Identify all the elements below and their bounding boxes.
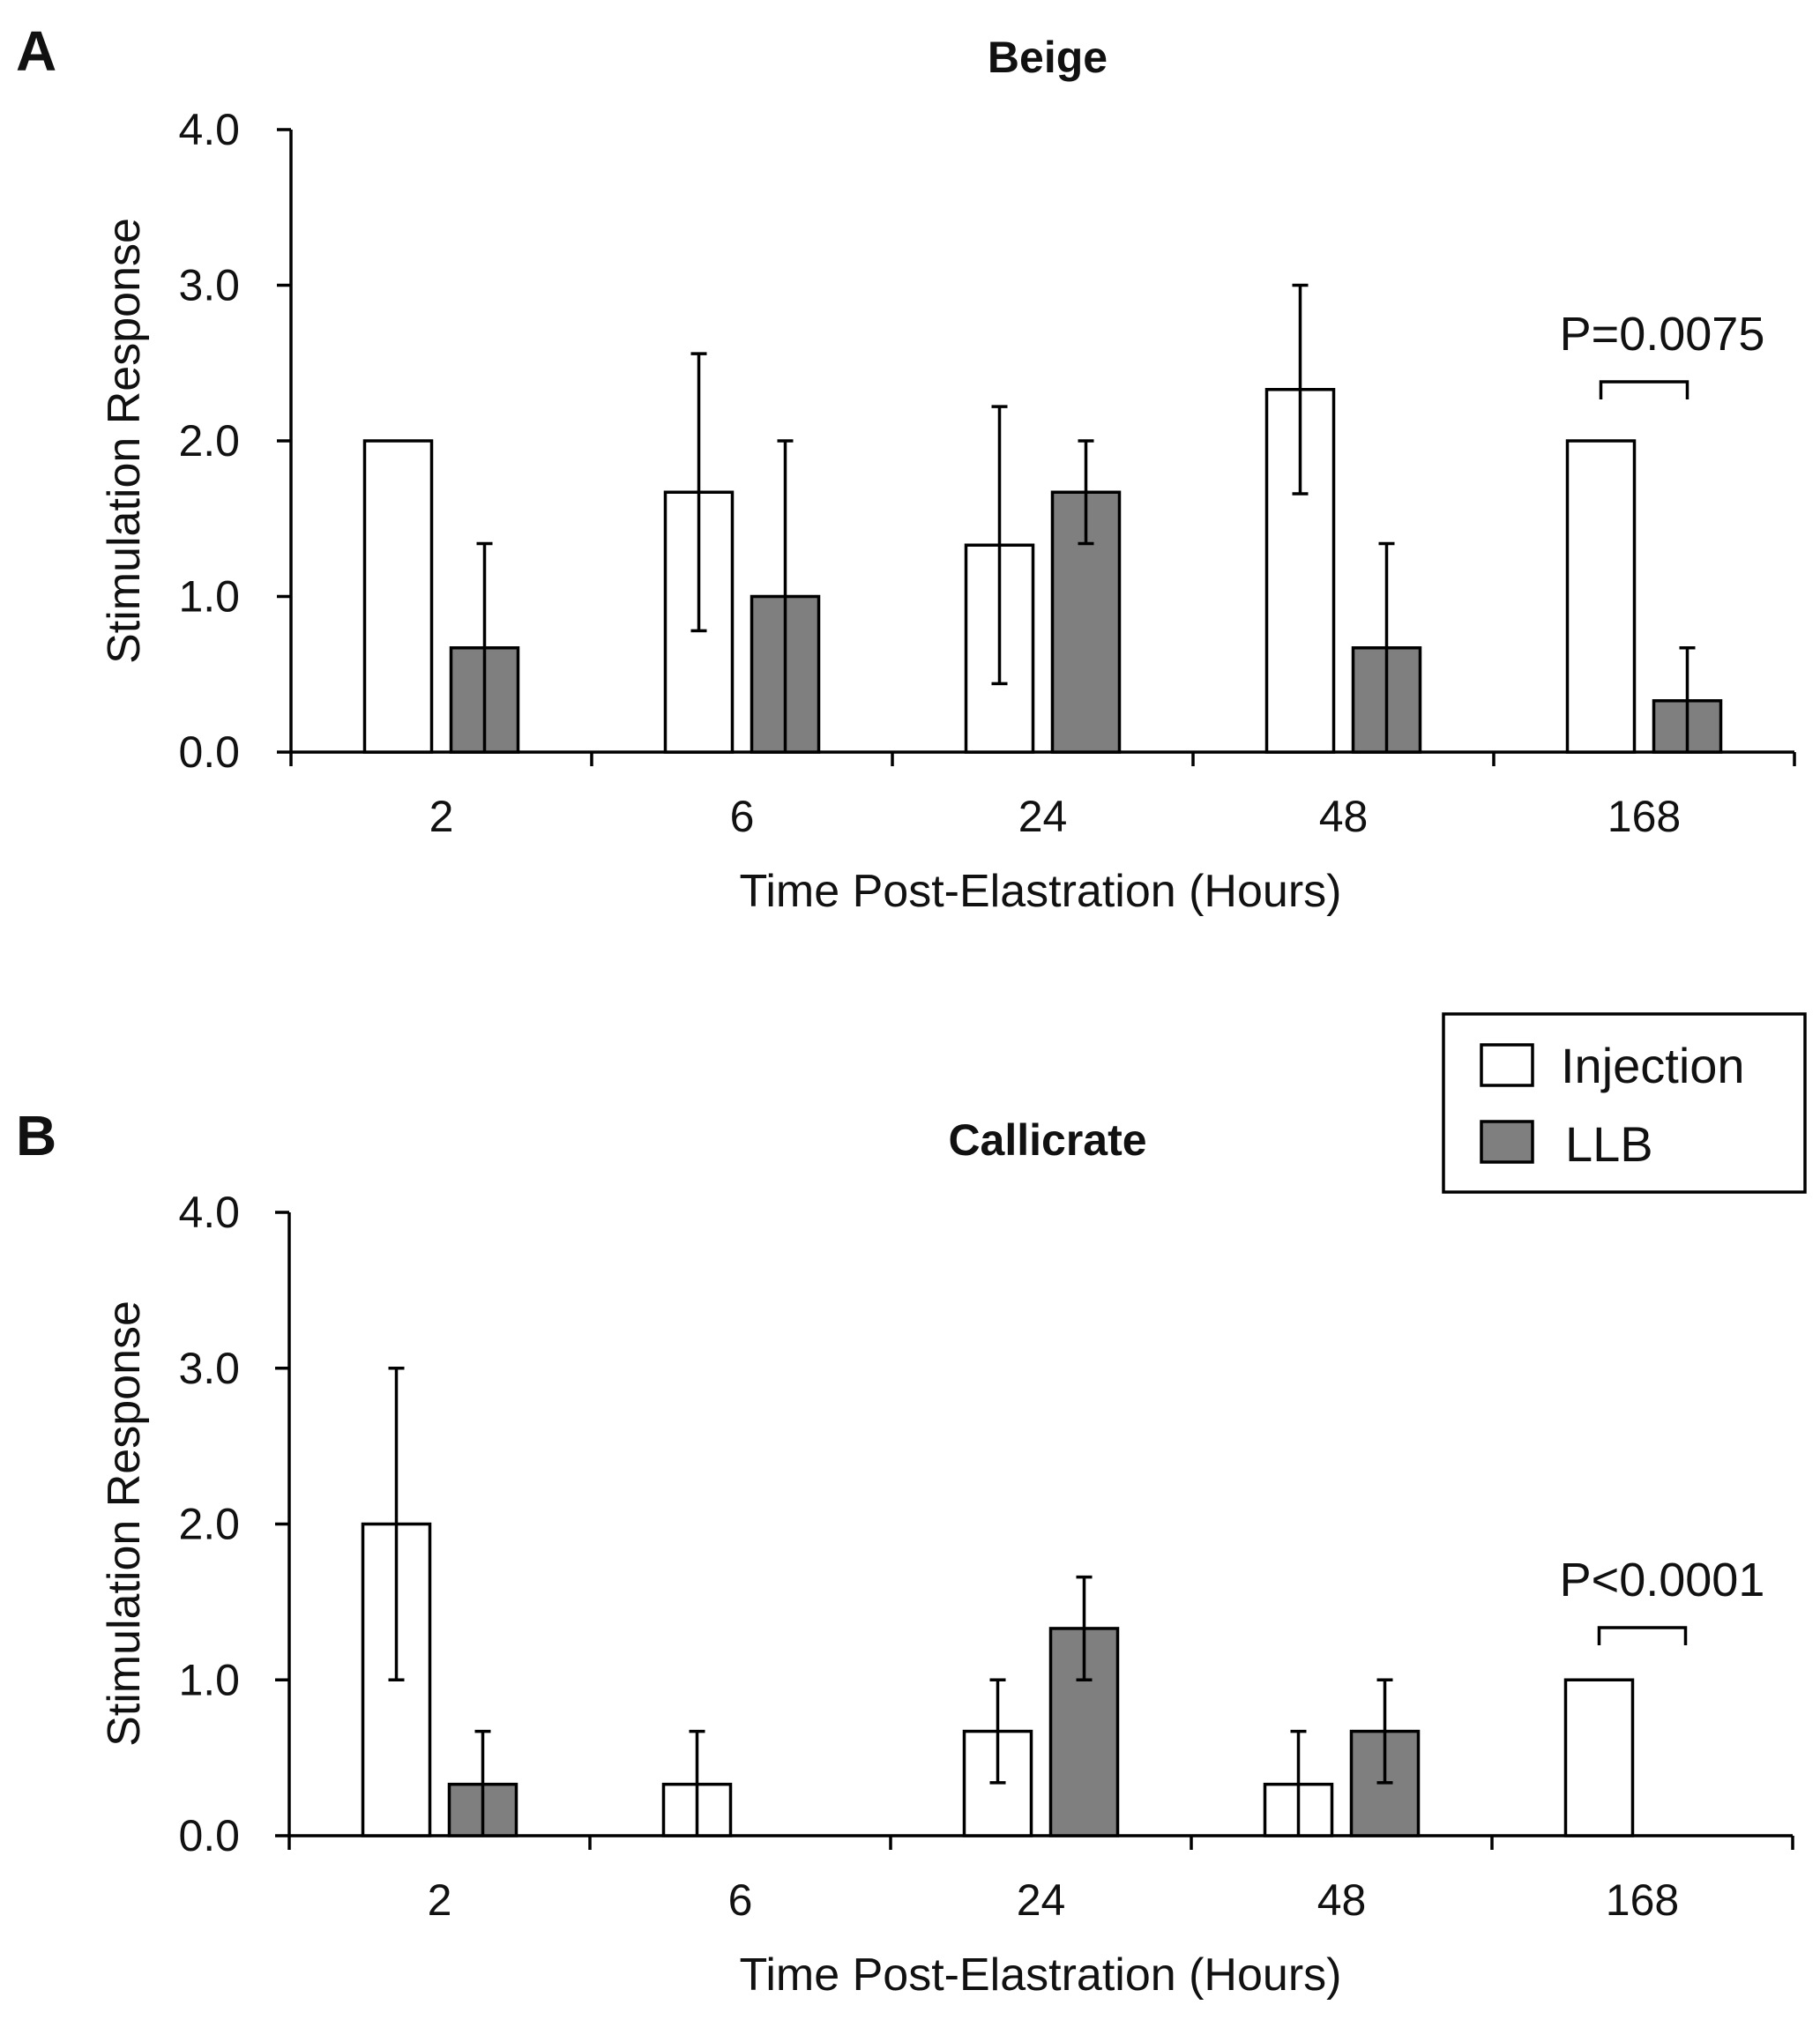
p-value-annotation-a: P=0.0075	[1560, 308, 1765, 361]
legend-swatch-llb	[1480, 1120, 1534, 1164]
bar-injection-2	[362, 439, 434, 754]
x-tick-label: 48	[1319, 792, 1369, 841]
x-tick-label: 24	[1017, 1875, 1066, 1925]
y-tick-label: 1.0	[178, 572, 240, 622]
y-tick-label: 0.0	[178, 727, 240, 777]
x-tick-label: 168	[1607, 792, 1681, 841]
x-tick-label: 2	[428, 1875, 452, 1925]
y-tick-label: 3.0	[178, 261, 240, 310]
x-axis-title-b: Time Post-Elastration (Hours)	[740, 1949, 1342, 2001]
legend-swatch-injection	[1480, 1043, 1534, 1087]
bar-injection-168	[1563, 1678, 1635, 1837]
panel-a: A Beige Stimulation Response Time Post-E…	[16, 19, 1796, 917]
significance-bracket	[1599, 380, 1689, 399]
x-tick-label: 2	[429, 792, 454, 841]
bar-injection-168	[1565, 439, 1637, 754]
x-tick-label: 168	[1606, 1875, 1679, 1925]
x-tick-label: 6	[730, 792, 755, 841]
y-tick-label: 0.0	[178, 1811, 240, 1860]
chart-title-a: Beige	[988, 33, 1108, 82]
panel-letter-b: B	[16, 1104, 56, 1167]
y-axis-title-b: Stimulation Response	[99, 1301, 150, 1747]
x-axis-title-a: Time Post-Elastration (Hours)	[740, 866, 1342, 917]
significance-bracket	[1597, 1626, 1688, 1645]
y-tick-label: 4.0	[178, 105, 240, 154]
x-tick-label: 48	[1317, 1875, 1367, 1925]
legend-label-injection: Injection	[1561, 1038, 1745, 1093]
y-tick-label: 4.0	[178, 1188, 240, 1237]
legend-label-llb: LLB	[1565, 1116, 1653, 1172]
panel-letter-a: A	[16, 19, 56, 83]
panel-b: B Callicrate Stimulation Response Time P…	[16, 1104, 1794, 2001]
y-tick-label: 1.0	[178, 1655, 240, 1704]
p-value-annotation-b: P<0.0001	[1560, 1554, 1765, 1606]
bar-llb-24	[1050, 490, 1122, 754]
x-tick-label: 24	[1018, 792, 1068, 841]
y-tick-label: 2.0	[178, 1500, 240, 1549]
x-tick-label: 6	[728, 1875, 753, 1925]
y-axis-title-a: Stimulation Response	[99, 218, 150, 664]
chart-title-b: Callicrate	[948, 1115, 1146, 1165]
legend: Injection LLB	[1442, 1012, 1807, 1194]
y-tick-label: 3.0	[178, 1344, 240, 1393]
y-tick-label: 2.0	[178, 416, 240, 466]
